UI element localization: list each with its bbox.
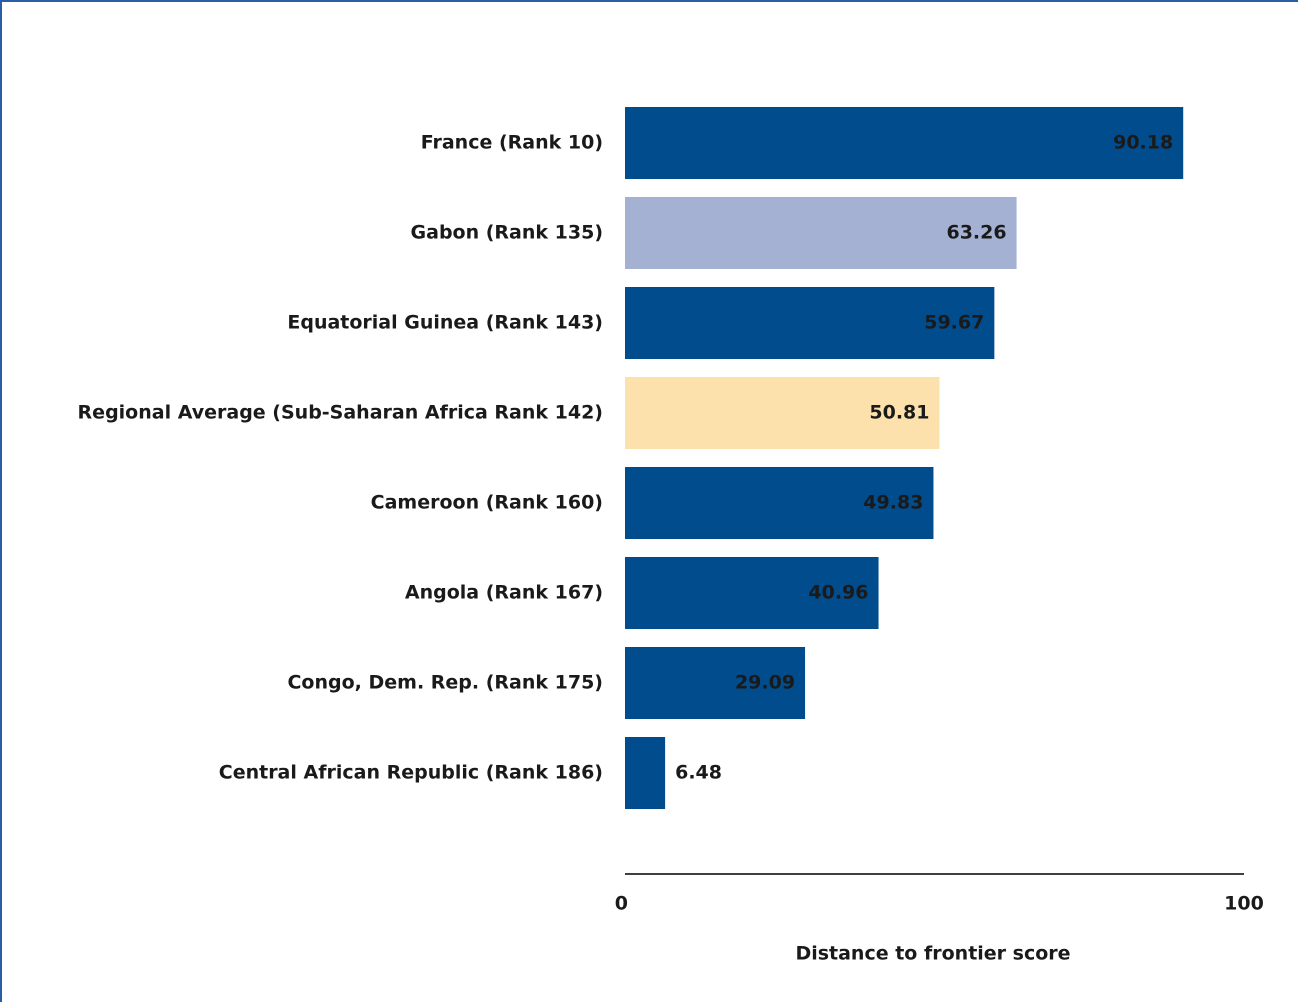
value-label: 49.83 — [863, 492, 923, 514]
y-tick-label: France (Rank 10) — [421, 132, 603, 154]
bar — [625, 737, 666, 809]
x-tick-label: 100 — [1224, 893, 1264, 915]
y-tick-label: Gabon (Rank 135) — [411, 222, 603, 244]
value-label: 6.48 — [675, 762, 722, 784]
y-tick-label: Angola (Rank 167) — [405, 582, 603, 604]
x-axis-label: Distance to frontier score — [795, 943, 1070, 965]
bar — [625, 287, 995, 359]
value-label: 50.81 — [869, 402, 929, 424]
x-tick-label: 0 — [615, 893, 628, 915]
y-tick-label: Equatorial Guinea (Rank 143) — [287, 312, 603, 334]
value-label: 40.96 — [808, 582, 868, 604]
bar — [625, 377, 940, 449]
bar — [625, 647, 806, 719]
value-label: 90.18 — [1113, 132, 1173, 154]
bar — [625, 197, 1017, 269]
bar — [625, 557, 879, 629]
bar — [625, 467, 934, 539]
value-label: 59.67 — [924, 312, 984, 334]
y-tick-label: Cameroon (Rank 160) — [371, 492, 603, 514]
value-label: 63.26 — [946, 222, 1006, 244]
bar — [625, 107, 1184, 179]
value-label: 29.09 — [735, 672, 795, 694]
y-tick-label: Central African Republic (Rank 186) — [219, 762, 603, 784]
y-tick-label: Congo, Dem. Rep. (Rank 175) — [287, 672, 603, 694]
y-tick-label: Regional Average (Sub-Saharan Africa Ran… — [78, 402, 603, 424]
